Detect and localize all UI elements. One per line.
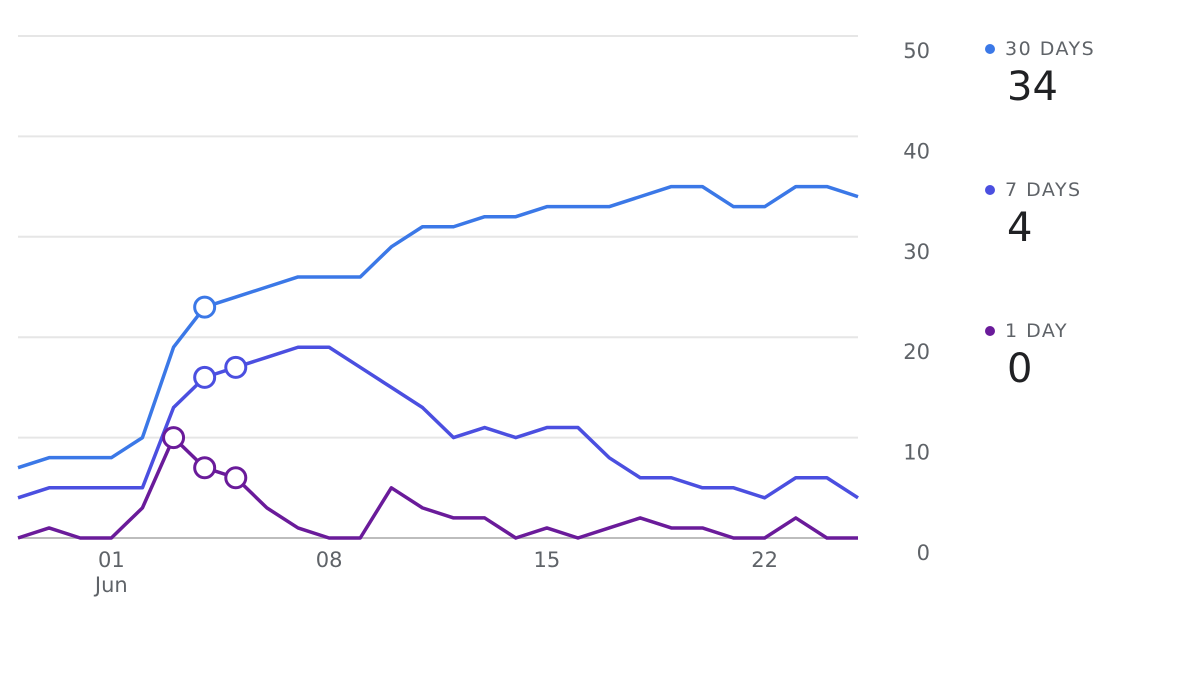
- x-tick-label: 08: [315, 548, 343, 572]
- legend-value: 34: [1007, 64, 1058, 110]
- legend-dot: [985, 185, 995, 195]
- x-tick-label: 15: [533, 548, 561, 572]
- point-marker: [162, 426, 186, 450]
- chart: 0 10 20 30 40 50: [17, 35, 930, 565]
- legend-dot: [985, 326, 995, 336]
- y-tick-label: 0: [917, 541, 930, 565]
- legend-item: 7 DAYS 4: [985, 179, 1082, 251]
- point-marker: [193, 365, 217, 389]
- series-line: [17, 435, 858, 540]
- x-tick-label: 01 Jun: [94, 548, 128, 597]
- y-tick-label: 20: [903, 340, 930, 364]
- legend-name: 7 DAYS: [1005, 179, 1082, 201]
- legend-header: 1 DAY: [985, 320, 1068, 342]
- legend-item: 30 DAYS 34: [985, 38, 1095, 110]
- series-line: [17, 184, 859, 470]
- legend-header: 7 DAYS: [985, 179, 1082, 201]
- point-marker: [224, 466, 248, 490]
- point-marker: [224, 355, 248, 379]
- legend-dot: [985, 44, 995, 54]
- y-tick-label: 10: [903, 441, 930, 465]
- legend-name: 30 DAYS: [1005, 38, 1096, 60]
- point-marker: [193, 456, 217, 480]
- point-marker: [193, 295, 217, 319]
- series-line: [17, 345, 859, 500]
- y-tick-label: 30: [903, 240, 930, 264]
- legend-name: 1 DAY: [1005, 320, 1069, 342]
- legend-header: 30 DAYS: [985, 38, 1095, 60]
- legend-value: 0: [1007, 346, 1033, 392]
- legend-value: 4: [1007, 205, 1033, 251]
- legend-item: 1 DAY 0: [985, 320, 1068, 392]
- x-tick-label: 22: [751, 548, 779, 572]
- y-tick-label: 40: [903, 139, 930, 163]
- y-tick-label: 50: [903, 39, 930, 63]
